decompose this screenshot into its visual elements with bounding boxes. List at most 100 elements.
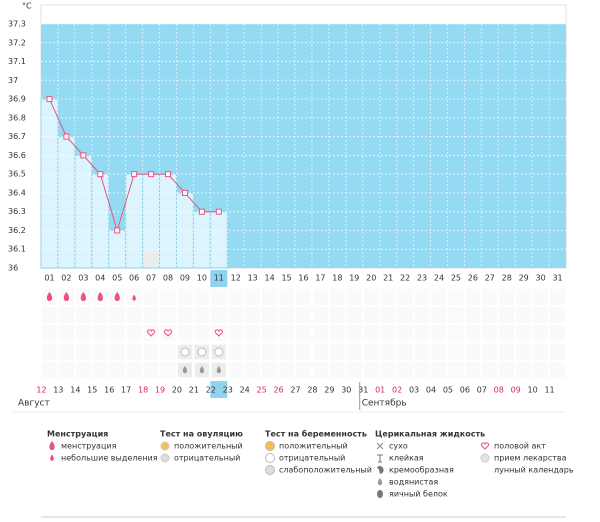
point <box>198 208 205 215</box>
cell <box>329 307 345 323</box>
y-tick-label: 36.8 <box>8 113 26 122</box>
cell <box>533 307 549 323</box>
date-label: 14 <box>70 386 80 395</box>
day-label: 05 <box>112 274 122 283</box>
cell <box>346 307 362 323</box>
legend-item: клейкая <box>389 454 424 463</box>
date-label: 04 <box>426 386 436 395</box>
day-label: 12 <box>231 274 241 283</box>
menstruation-icon <box>46 292 53 301</box>
cell <box>177 289 193 305</box>
cell <box>363 307 379 323</box>
date-label: 16 <box>104 386 114 395</box>
legend-icon <box>377 466 384 474</box>
cell <box>262 307 278 323</box>
day-label: 17 <box>315 274 325 283</box>
date-label: 03 <box>409 386 419 395</box>
cell <box>296 362 311 378</box>
cell <box>431 344 447 360</box>
cell <box>160 289 176 305</box>
bar <box>57 136 76 269</box>
legend-icon <box>160 453 170 463</box>
y-axis-label: °C <box>22 2 32 11</box>
cell <box>482 344 498 360</box>
cell <box>465 362 481 378</box>
day-label: 10 <box>197 274 207 283</box>
legend-title: Тест на овуляцию <box>160 430 243 439</box>
day-label: 03 <box>78 274 88 283</box>
point <box>63 133 70 140</box>
cell <box>228 289 244 305</box>
cell <box>516 325 532 341</box>
legend-icon <box>377 478 383 486</box>
legend-icon <box>50 454 54 461</box>
cell <box>109 325 125 341</box>
cell <box>380 325 396 341</box>
cell <box>550 344 565 360</box>
day-label: 30 <box>536 274 546 283</box>
spotting-icon <box>132 294 136 301</box>
cell <box>143 289 159 305</box>
day-label: 11 <box>214 274 224 283</box>
cell <box>363 362 379 378</box>
legend-item: яичный белок <box>389 490 448 499</box>
legend-icon <box>265 441 275 451</box>
bar <box>209 211 228 269</box>
cell <box>279 344 295 360</box>
cell <box>58 344 74 360</box>
cell <box>143 325 159 341</box>
cell <box>380 307 396 323</box>
date-label: 26 <box>273 386 283 395</box>
cell <box>312 307 328 323</box>
day-label: 04 <box>95 274 105 283</box>
menstruation-icon <box>97 292 103 301</box>
cell <box>465 325 481 341</box>
cell <box>329 325 345 341</box>
cell <box>312 344 328 360</box>
legend-title: Церикальная жидкость <box>375 430 485 439</box>
cell <box>228 344 244 360</box>
legend-item: водянистая <box>389 478 438 487</box>
legend-icon <box>265 465 275 475</box>
icon-box <box>144 251 159 265</box>
cell <box>245 307 261 323</box>
cell <box>431 325 447 341</box>
day-label: 08 <box>163 274 173 283</box>
cell <box>228 362 244 378</box>
cell <box>346 344 362 360</box>
day-label: 31 <box>552 274 562 283</box>
cell <box>465 307 481 323</box>
cell <box>380 289 396 305</box>
day-label: 15 <box>281 274 291 283</box>
cell <box>126 325 142 341</box>
cell <box>482 325 498 341</box>
day-label: 24 <box>434 274 444 283</box>
cell <box>143 344 159 360</box>
cell <box>211 289 227 305</box>
date-label: 02 <box>392 386 402 395</box>
cell <box>262 289 278 305</box>
date-label: 27 <box>290 386 300 395</box>
legend-item: половой акт <box>494 442 546 451</box>
y-tick-label: 36.6 <box>8 151 26 160</box>
point <box>114 227 121 234</box>
cell <box>550 289 565 305</box>
date-label: 18 <box>138 386 148 395</box>
cell <box>448 289 464 305</box>
date-label: 11 <box>544 386 554 395</box>
y-tick-label: 36 <box>8 264 18 273</box>
legend-icon <box>377 490 383 498</box>
cell <box>550 325 565 341</box>
day-label: 09 <box>180 274 190 283</box>
point <box>97 171 104 178</box>
legend-item: прием лекарства <box>494 454 567 463</box>
date-label: 31 <box>358 386 368 395</box>
point <box>46 96 53 103</box>
day-label: 16 <box>298 274 308 283</box>
cell <box>448 325 464 341</box>
bar <box>91 173 110 269</box>
cell <box>160 325 176 341</box>
cell <box>533 289 549 305</box>
intercourse-icon <box>163 329 173 337</box>
